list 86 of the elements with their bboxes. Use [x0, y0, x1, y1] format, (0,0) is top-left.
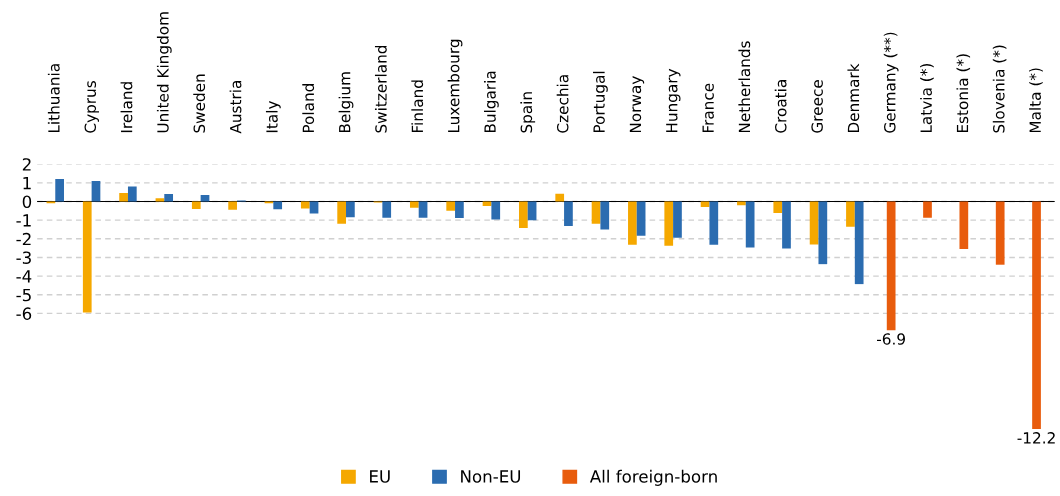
- bar: [82, 201, 92, 313]
- y-tick-label: -3: [16, 251, 31, 265]
- bar: [628, 201, 637, 245]
- bar: [164, 194, 174, 202]
- bar: [673, 201, 682, 238]
- x-tick-label: Cyprus: [84, 81, 100, 133]
- bar: [773, 201, 783, 214]
- bar: [455, 201, 464, 219]
- y-tick-label: -6: [16, 307, 32, 320]
- x-tick-label: Portugal: [593, 71, 608, 133]
- x-tick-label: Croatia: [774, 80, 787, 133]
- data-label: -12.2: [1017, 432, 1055, 444]
- y-tick-label: 1: [23, 177, 31, 190]
- y-tick-label: 2: [22, 158, 31, 171]
- bar: [491, 201, 501, 220]
- x-tick-label: Latvia (*): [920, 64, 934, 133]
- bar: [309, 201, 319, 214]
- y-tick-label: -1: [16, 214, 31, 227]
- x-tick-label: France: [702, 83, 714, 133]
- bar: [600, 201, 610, 230]
- bar: [273, 201, 283, 210]
- bar: [55, 179, 64, 202]
- x-tick-label: Germany (**): [883, 32, 899, 133]
- bar: [959, 201, 969, 250]
- bar: [482, 201, 492, 206]
- bar: [737, 201, 746, 206]
- bar: [446, 201, 456, 211]
- bar: [564, 201, 573, 226]
- x-tick-label: Czechia: [556, 75, 569, 133]
- y-tick-label: -2: [16, 232, 31, 246]
- bar: [854, 201, 864, 285]
- bar: [782, 201, 791, 249]
- bar: [818, 201, 828, 265]
- bar: [346, 201, 355, 218]
- x-tick-label: Austria: [229, 81, 242, 134]
- x-tick-label: Switzerland: [374, 45, 387, 133]
- x-tick-label: Estonia (*): [956, 54, 971, 133]
- bar: [886, 201, 896, 331]
- bar: [228, 201, 237, 210]
- bar: [700, 201, 710, 208]
- x-tick-label: Spain: [520, 92, 536, 133]
- x-tick-label: Luxembourg: [447, 39, 463, 133]
- bar: [709, 201, 719, 245]
- y-tick-label: -5: [16, 288, 31, 302]
- bar: [519, 201, 528, 228]
- x-tick-label: Greece: [811, 80, 823, 133]
- x-tick-label: Denmark: [847, 63, 860, 133]
- bar: [1032, 201, 1041, 430]
- x-tick-label: Sweden: [193, 74, 206, 133]
- bar: [846, 201, 855, 227]
- x-tick-label: Ireland: [120, 82, 133, 133]
- bar: [636, 201, 646, 236]
- x-tick-label: Bulgaria: [483, 71, 499, 133]
- bar: [409, 201, 419, 208]
- bar: [809, 201, 819, 245]
- bar: [337, 201, 347, 224]
- x-tick-label: Poland: [302, 84, 315, 133]
- legend-label: EU: [370, 470, 390, 483]
- bar: [418, 201, 428, 218]
- bar: [995, 201, 1005, 265]
- x-tick-label: Lithuania: [47, 64, 60, 133]
- bar: [119, 193, 128, 202]
- bar: [664, 201, 674, 246]
- x-tick-label: Slovenia (*): [992, 45, 1007, 133]
- bar: [300, 201, 310, 209]
- x-tick-label: Finland: [411, 80, 424, 133]
- y-tick-label: 0: [22, 195, 32, 209]
- bar: [127, 186, 137, 202]
- x-tick-label: Italy: [265, 100, 281, 133]
- x-tick-label: Belgium: [338, 72, 354, 133]
- x-tick-label: Malta (*): [1029, 68, 1043, 133]
- x-tick-label: Netherlands: [738, 41, 751, 133]
- x-tick-label: United Kingdom: [156, 12, 172, 133]
- bar: [591, 201, 601, 224]
- x-tick-label: Norway: [629, 76, 645, 133]
- y-tick-label: -4: [16, 270, 32, 283]
- bar: [745, 201, 755, 248]
- x-tick-label: Hungary: [666, 68, 681, 133]
- legend-label: Non-EU: [461, 470, 521, 483]
- legend-label: All foreign-born: [589, 469, 717, 486]
- bar: [527, 201, 537, 221]
- data-label: -6.9: [877, 333, 905, 345]
- bar: [191, 201, 201, 209]
- bar: [555, 193, 565, 202]
- bar: [923, 201, 932, 218]
- bar: [382, 201, 392, 218]
